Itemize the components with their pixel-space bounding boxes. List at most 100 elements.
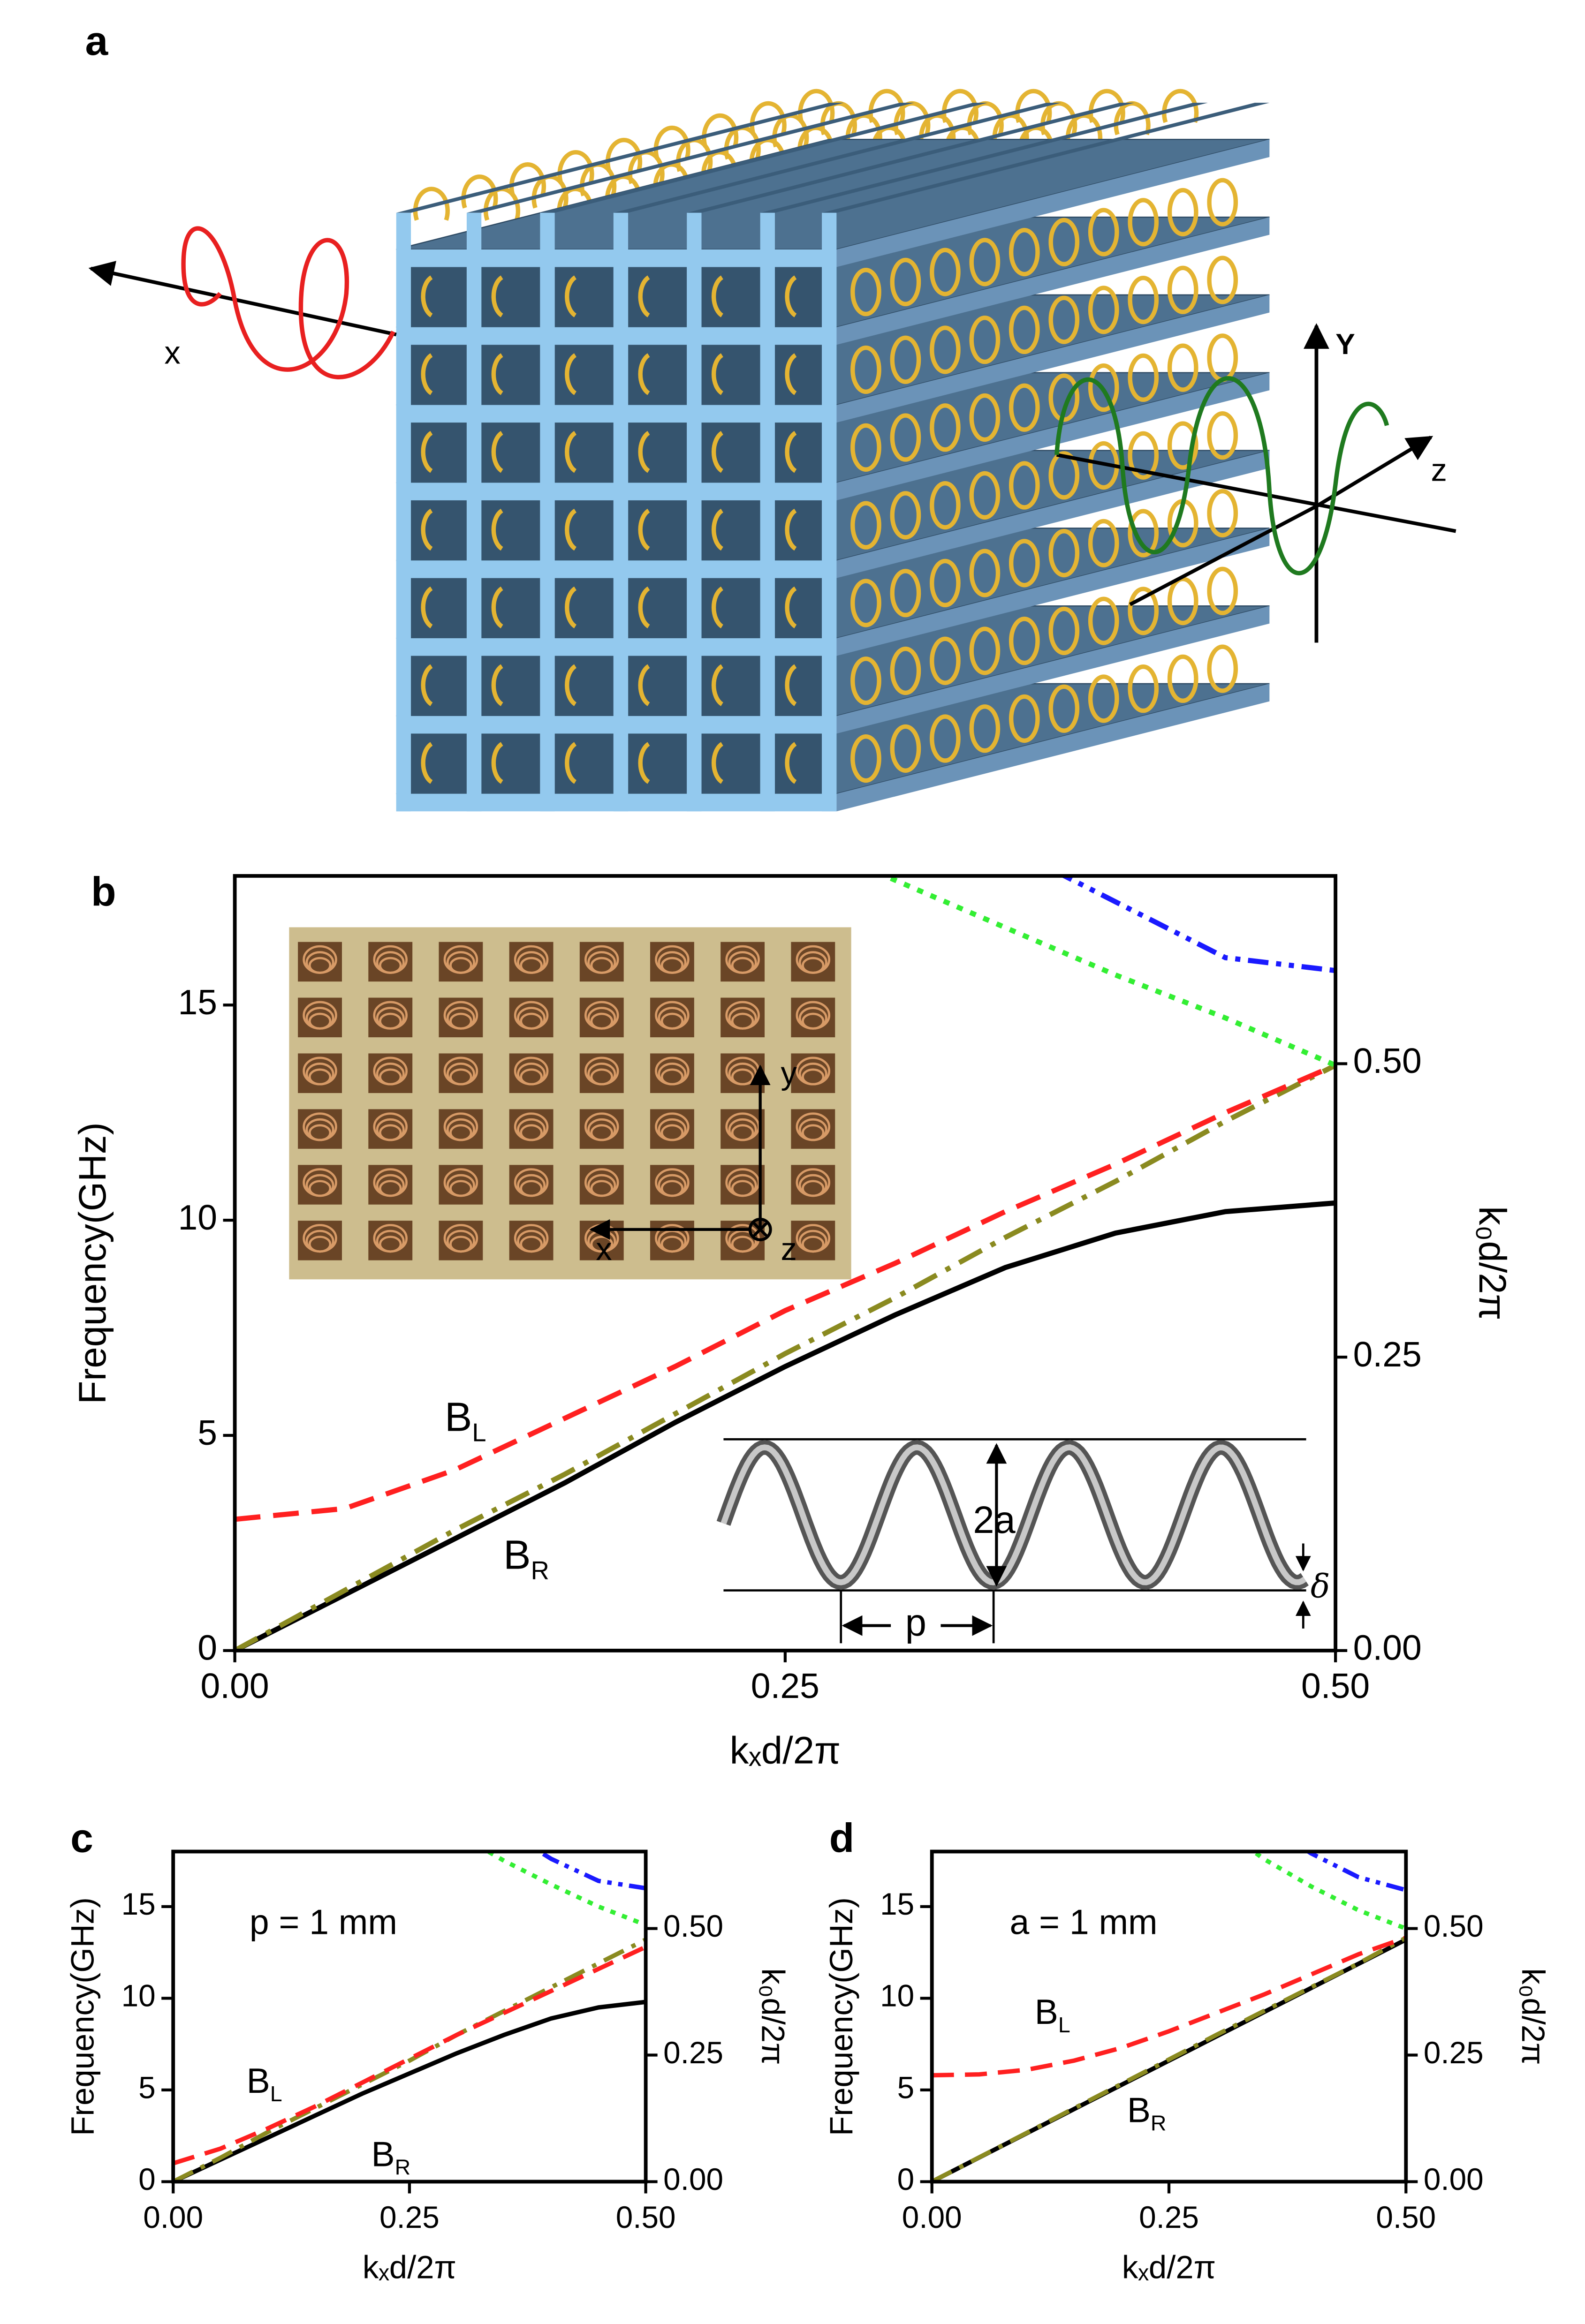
series-line [173, 1938, 646, 2182]
photo-cell [439, 1053, 483, 1093]
photo-cell [298, 1109, 342, 1149]
coil [1167, 654, 1198, 703]
helix-label: 2a [973, 1499, 1016, 1541]
inset-axis [751, 1221, 769, 1238]
y2-tick-label: 0.00 [663, 2162, 723, 2196]
photo-cell [720, 997, 765, 1038]
coil [1048, 218, 1080, 266]
wall-top [396, 103, 844, 213]
photo-cell [298, 1221, 342, 1260]
photo-coil [660, 1236, 684, 1253]
coil [930, 558, 961, 608]
annotation: BR [503, 1532, 549, 1585]
photo-coil [731, 1012, 754, 1030]
linear-wave [1054, 376, 1389, 575]
coil [1207, 566, 1238, 615]
photo-coil [660, 1012, 684, 1030]
photo-coil [802, 1124, 825, 1141]
axis-label: x [164, 334, 180, 370]
photo-cell [579, 942, 624, 982]
coil [850, 734, 881, 783]
photo-coil [449, 1180, 472, 1197]
plot-frame [171, 1849, 648, 2184]
lattice-cell [481, 267, 540, 327]
annotation-subscript: L [1058, 2013, 1070, 2037]
photo-coil [802, 1012, 825, 1030]
plate-edge [836, 139, 1270, 267]
coil [1167, 188, 1198, 237]
coil [1048, 606, 1080, 656]
y2-tick-label: 0.25 [1424, 2036, 1484, 2070]
photo-coil [449, 1236, 472, 1253]
photo-coil [520, 1236, 543, 1253]
plate-edge [836, 372, 1270, 500]
photo-coil [660, 1068, 684, 1086]
photo-cell [439, 1109, 483, 1149]
photo-coil [379, 1180, 402, 1197]
y2-tick-label: 0.00 [1353, 1628, 1422, 1668]
y2-axis-label: k₀d/2π [1515, 1968, 1551, 2065]
plate-edge [836, 528, 1270, 656]
coil [969, 704, 1001, 753]
lattice-cell [701, 578, 760, 639]
photo-coil [520, 957, 543, 974]
coil [850, 345, 881, 394]
panel-label: c [70, 1815, 93, 1861]
lattice-cell [774, 267, 822, 327]
coil [890, 335, 921, 384]
lattice-bar [687, 212, 702, 812]
x-tick-label: 0.25 [379, 2200, 440, 2234]
coil [890, 646, 921, 695]
wall-top [822, 103, 1270, 213]
lattice-cell [481, 578, 540, 639]
coil [930, 403, 961, 452]
coil [1048, 295, 1080, 344]
photo-coil [308, 1180, 332, 1197]
coil-end [421, 431, 433, 473]
photo-coil [590, 1180, 614, 1197]
photo-coil [590, 1012, 614, 1030]
y2-axis-label: k₀d/2π [1471, 1206, 1514, 1320]
photo-cell [579, 1165, 624, 1205]
photo-coil [731, 1236, 754, 1253]
coil [1167, 265, 1198, 314]
coil-end [638, 586, 650, 629]
annotation: BL [445, 1394, 486, 1447]
lattice-cell [628, 423, 687, 483]
coil-end [638, 508, 650, 551]
lattice-cell [554, 656, 614, 716]
annotation-main: B [503, 1532, 531, 1578]
lattice-cell [628, 733, 687, 794]
series-line [879, 875, 1336, 1068]
series-line [1250, 1851, 1406, 1931]
lattice-cell [701, 500, 760, 561]
lattice-cell [628, 578, 687, 639]
photo-cell [509, 1165, 554, 1205]
x-tick-label: 0.00 [902, 2200, 962, 2234]
photo-coil [590, 1068, 614, 1086]
photo-coil [449, 957, 472, 974]
photo-cell [439, 997, 483, 1038]
series-line [173, 1945, 646, 2166]
annotation: a = 1 mm [1010, 1902, 1158, 1942]
lattice-cell [701, 345, 760, 405]
lattice-cell [411, 267, 467, 327]
series-line [932, 1935, 1406, 2078]
photo-cell [368, 1053, 413, 1093]
coil-end [491, 431, 503, 473]
lattice-bar [396, 212, 411, 812]
coil [1048, 451, 1080, 500]
photo-coil [379, 957, 402, 974]
photo-coil [449, 1124, 472, 1141]
x-tick-label: 0.50 [1376, 2200, 1436, 2234]
annotation-main: B [445, 1394, 472, 1440]
coil [1048, 373, 1080, 422]
series-line [235, 1200, 1336, 1651]
panel-label: d [829, 1815, 855, 1861]
coil [1009, 539, 1040, 588]
photo-cell [298, 1053, 342, 1093]
coil-end [711, 353, 724, 395]
photo-cell [791, 1053, 835, 1093]
coil [413, 187, 450, 221]
